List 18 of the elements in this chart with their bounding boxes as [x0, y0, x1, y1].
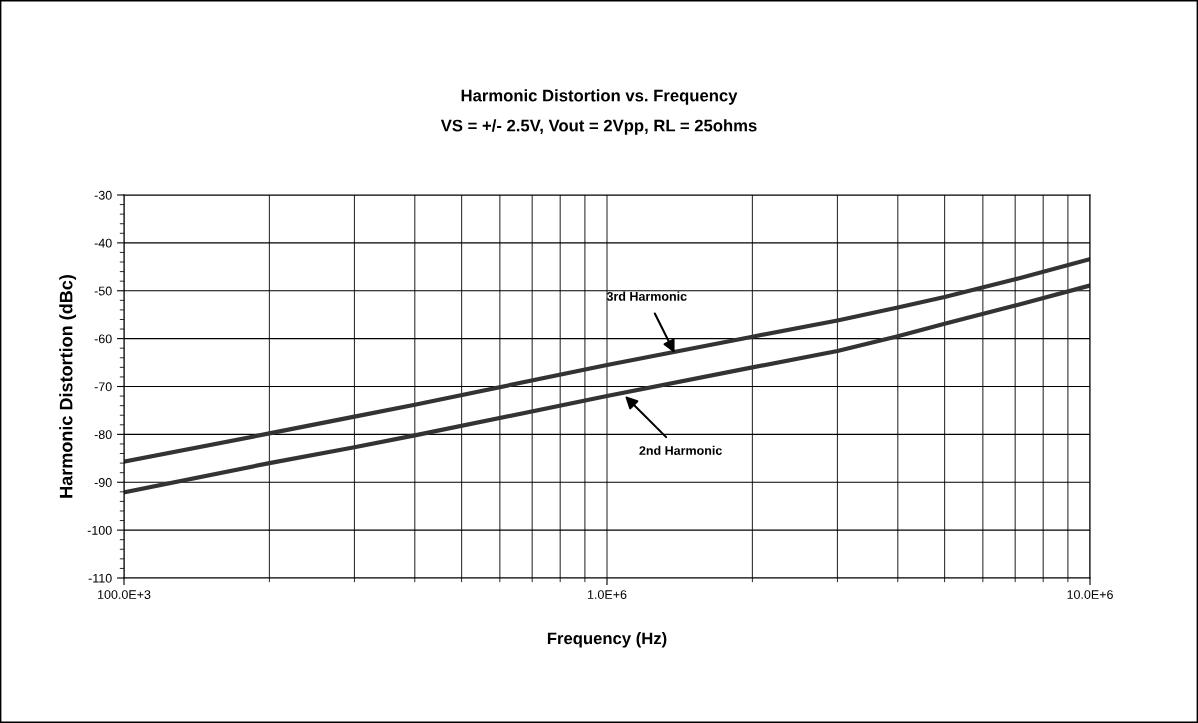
- y-tick-label: -80: [94, 430, 112, 440]
- y-tick-label: -110: [88, 573, 112, 583]
- y-tick-label: -60: [94, 334, 112, 344]
- annotation: 3rd Harmonic: [606, 291, 687, 301]
- y-tick-label: -90: [94, 478, 112, 487]
- y-tick-label: -50: [94, 286, 112, 296]
- x-axis-title: Frequency (Hz): [547, 632, 667, 648]
- x-tick-label: 1.0E+6: [587, 590, 627, 599]
- x-tick-label: 10.0E+6: [1067, 590, 1113, 599]
- y-tick-label: -30: [94, 190, 112, 200]
- y-axis-title: Harmonic Distortion (dBc): [59, 275, 77, 498]
- annotation: 2nd Harmonic: [639, 445, 722, 455]
- y-tick-label: -40: [94, 238, 112, 248]
- x-tick-label: 100.0E+3: [98, 590, 151, 599]
- y-tick-label: -70: [94, 382, 112, 392]
- chart-title: Harmonic Distortion vs. Frequency: [461, 89, 738, 105]
- chart-subtitle: VS = +/- 2.5V, Vout = 2Vpp, RL = 25ohms: [440, 119, 757, 135]
- y-tick-label: -100: [87, 525, 112, 535]
